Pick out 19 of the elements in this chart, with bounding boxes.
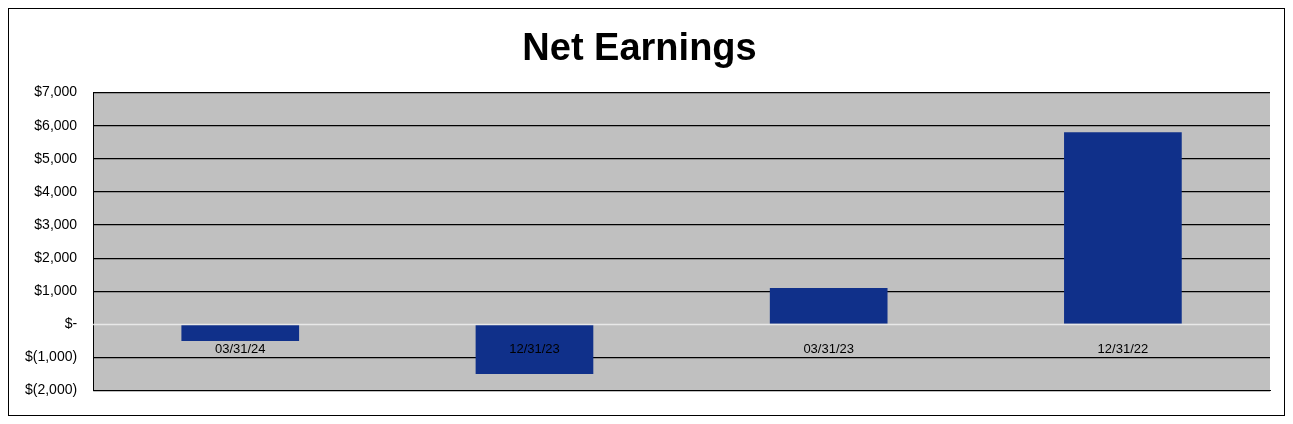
- x-tick-label: 03/31/24: [214, 341, 266, 357]
- y-tick-label: $2,000: [34, 249, 78, 266]
- y-tick-label: $3,000: [34, 215, 78, 232]
- y-tick-label: $(2,000): [24, 381, 78, 398]
- x-tick-label: 12/31/23: [509, 341, 560, 357]
- x-tick-label: 12/31/22: [1097, 341, 1149, 357]
- y-tick-label: $(1,000): [24, 348, 78, 365]
- bar: [181, 324, 300, 341]
- y-tick-label: $6,000: [34, 116, 78, 133]
- x-tick-label: 03/31/23: [803, 341, 854, 357]
- y-tick-label: $5,000: [34, 149, 78, 166]
- bar: [475, 324, 594, 375]
- y-tick-label: $7,000: [34, 83, 78, 100]
- bar: [1064, 132, 1182, 324]
- bar: [769, 287, 888, 324]
- y-tick-label: $1,000: [34, 282, 78, 299]
- y-tick-label: $-: [64, 315, 78, 332]
- y-tick-label: $4,000: [34, 182, 78, 199]
- chart-title: Net Earnings: [522, 26, 757, 69]
